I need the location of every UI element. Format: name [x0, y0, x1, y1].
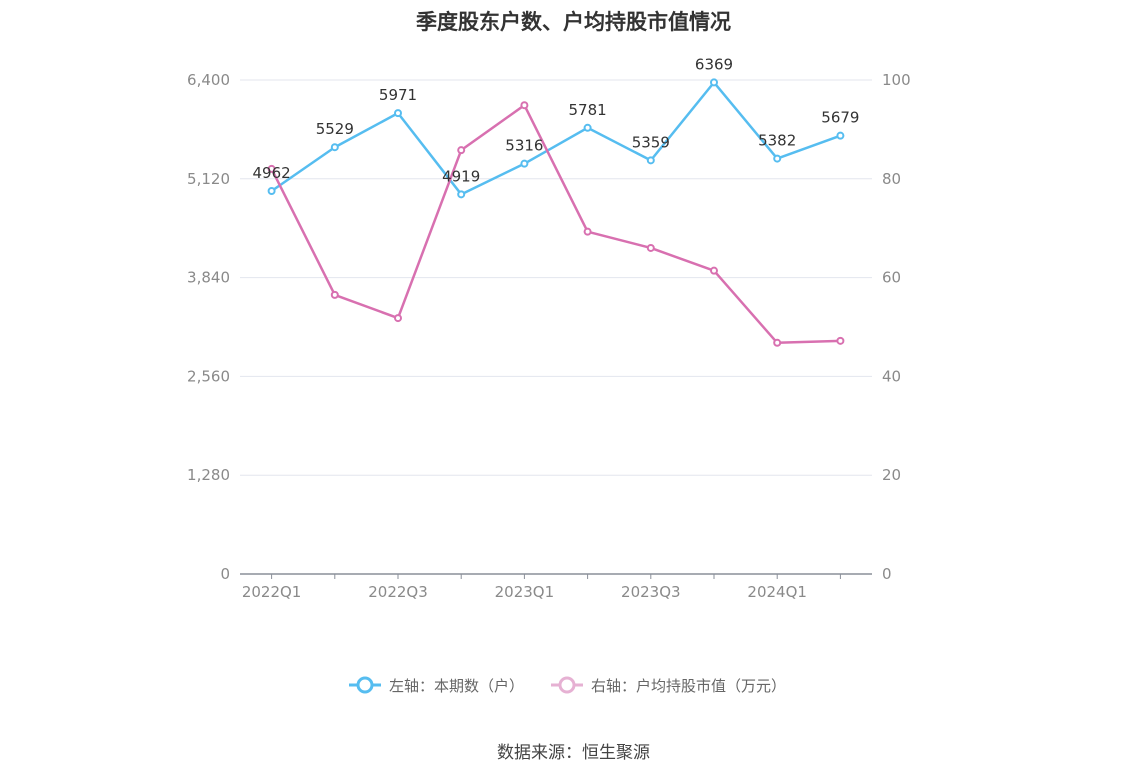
right-tick-label: 100 [882, 71, 911, 89]
right-tick-label: 40 [882, 367, 901, 385]
legend: 左轴：本期数（户） 右轴：户均持股市值（万元） [349, 676, 786, 695]
series-point-2 [394, 314, 402, 323]
grid-lines [240, 79, 872, 476]
series-point-1 [583, 123, 592, 132]
series-point-1 [520, 159, 529, 168]
left-tick-label: 5,120 [187, 170, 230, 188]
left-axis-ticks: 0 1,280 2,560 3,840 5,120 6,400 [187, 71, 230, 583]
series-line-2 [270, 103, 841, 345]
series-point-2 [520, 101, 529, 110]
chart-title: 季度股东户数、户均持股市值情况 [416, 10, 731, 34]
data-label: 5359 [632, 133, 670, 151]
series-point-2 [646, 243, 655, 252]
data-label: 5529 [316, 120, 354, 138]
series-point-1 [394, 109, 402, 118]
legend-entry: 左轴：本期数（户） [389, 677, 524, 695]
series-line-1 [270, 81, 841, 196]
left-tick-label: 1,280 [187, 466, 230, 484]
data-label: 5781 [569, 101, 607, 119]
series-point-1 [773, 154, 782, 163]
data-label: 5316 [505, 137, 543, 155]
series-point-2 [267, 164, 276, 173]
left-tick-label: 2,560 [187, 367, 230, 385]
right-tick-label: 0 [882, 565, 892, 583]
x-tick-label: 2022Q1 [242, 583, 302, 601]
series-point-2 [836, 336, 845, 345]
series-point-1 [457, 190, 466, 199]
series-points [267, 78, 845, 347]
right-tick-label: 80 [882, 170, 901, 188]
series-point-1 [710, 78, 718, 87]
series-point-2 [710, 266, 718, 275]
x-tick-label: 2022Q3 [368, 583, 428, 601]
right-axis-ticks: 0 20 40 60 80 100 [882, 71, 911, 583]
series-point-2 [330, 290, 339, 299]
data-label: 4962 [253, 164, 291, 182]
legend-marker [558, 676, 576, 694]
series-point-2 [773, 338, 782, 347]
x-tick-label: 2024Q1 [747, 583, 807, 601]
legend-entry: 右轴：户均持股市值（万元） [591, 677, 786, 695]
data-labels: 4962 5529 5971 4919 5316 5781 5359 6369 5382 5679 [253, 55, 860, 185]
series-point-1 [646, 156, 655, 165]
left-tick-label: 0 [220, 565, 230, 583]
series-lines [270, 81, 841, 345]
left-tick-label: 3,840 [187, 269, 230, 287]
right-tick-label: 20 [882, 466, 901, 484]
x-tick-label: 2023Q1 [495, 583, 555, 601]
x-tick-label: 2023Q3 [621, 583, 681, 601]
series-point-2 [457, 146, 466, 155]
series-point-1 [836, 131, 845, 140]
series-point-1 [330, 143, 339, 152]
data-label: 4919 [442, 167, 480, 185]
series-point-1 [267, 186, 276, 195]
right-tick-label: 60 [882, 269, 901, 287]
legend-marker [356, 676, 374, 694]
x-axis: 2022Q1 2022Q3 2023Q1 2023Q3 2024Q1 [240, 573, 872, 601]
data-label: 5382 [758, 132, 796, 150]
data-label: 5679 [821, 109, 859, 127]
source-note: 数据来源：恒生聚源 [497, 743, 650, 763]
data-label: 6369 [695, 55, 733, 73]
series-point-2 [583, 227, 592, 236]
left-tick-label: 6,400 [187, 71, 230, 89]
data-label: 5971 [379, 86, 417, 104]
